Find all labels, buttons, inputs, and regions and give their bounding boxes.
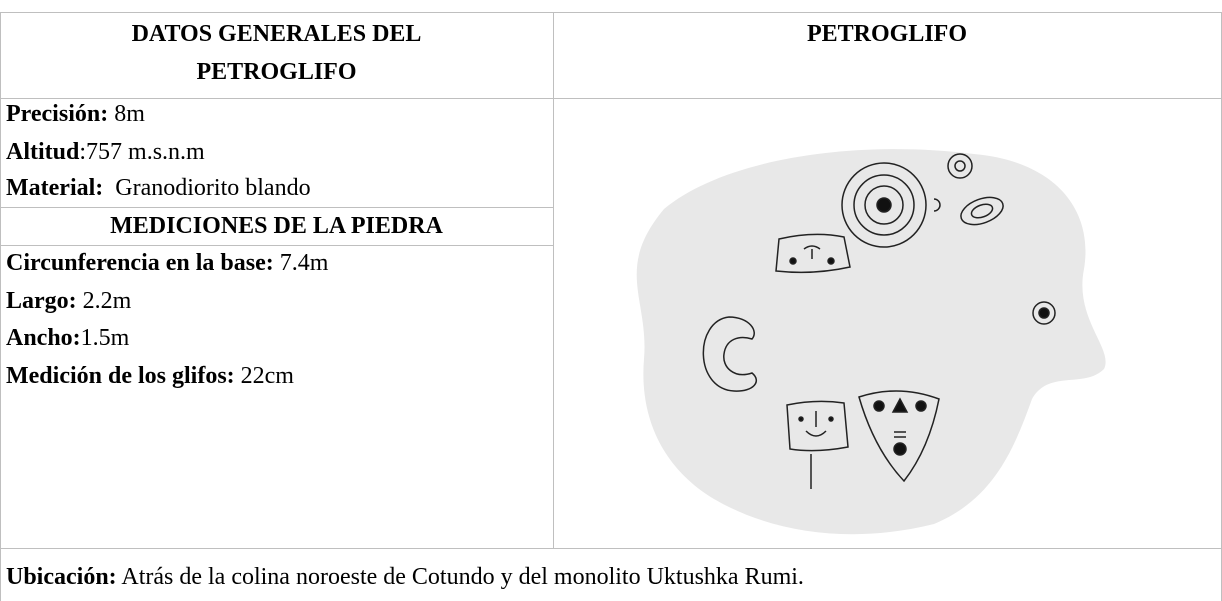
glyph	[947, 153, 973, 179]
glyph	[893, 442, 907, 456]
field: Precisión: 8m	[6, 95, 145, 133]
glyph	[876, 197, 892, 213]
glyph	[786, 400, 849, 452]
petroglyph-drawing	[636, 149, 1106, 535]
rule	[0, 548, 1222, 549]
field-label: Largo:	[6, 288, 77, 314]
glyph	[789, 257, 797, 265]
stone-outline	[636, 149, 1106, 535]
glyph	[960, 196, 1004, 226]
field-value: 8m	[114, 101, 145, 127]
glyph	[873, 400, 885, 412]
field-value: 7.4m	[279, 250, 329, 276]
field: Ubicación: Atrás de la colina noroeste d…	[6, 558, 804, 596]
glyph	[915, 400, 927, 412]
glyph	[853, 174, 915, 236]
header-left: DATOS GENERALES DEL PETROGLIFO	[131, 21, 422, 85]
field: Material: Granodiorito blando	[6, 169, 311, 207]
field-label: Material:	[6, 175, 104, 201]
field: Largo: 2.2m	[6, 282, 131, 320]
field: Medición de los glifos: 22cm	[6, 357, 294, 395]
glyph	[841, 162, 927, 248]
field-label: Precisión:	[6, 101, 109, 127]
glyph	[858, 390, 940, 483]
glyph	[702, 316, 757, 392]
field: Ancho:1.5m	[6, 319, 129, 357]
glyph	[894, 431, 906, 438]
field-label: Ancho:	[6, 325, 81, 351]
glyph	[775, 233, 851, 274]
field-value: 22cm	[240, 363, 294, 389]
field-value: 1.5m	[80, 325, 130, 351]
glyph	[805, 411, 827, 489]
rule	[0, 12, 1222, 13]
glyph	[954, 160, 966, 172]
field-label: Circunferencia en la base:	[6, 250, 274, 276]
glyph	[1032, 301, 1056, 325]
field-value: Atrás de la colina noroeste de Cotundo y…	[121, 564, 804, 590]
rule	[0, 98, 1222, 99]
rule	[553, 12, 554, 548]
glyph	[1038, 307, 1050, 319]
glyph	[803, 245, 821, 259]
field-label: Ubicación:	[6, 564, 117, 590]
glyph	[798, 416, 804, 422]
field-label: Altitud	[6, 139, 80, 165]
glyph	[828, 416, 834, 422]
rule	[0, 12, 1, 601]
field-value: 2.2m	[82, 288, 132, 314]
field-value: Granodiorito blando	[115, 175, 311, 201]
glyph	[933, 198, 941, 212]
glyph	[827, 257, 835, 265]
field: Altitud:757 m.s.n.m	[6, 133, 205, 171]
rule	[0, 207, 553, 208]
field-value: :757 m.s.n.m	[79, 139, 205, 165]
glyph	[864, 185, 904, 225]
rule	[0, 245, 553, 246]
glyph	[970, 203, 994, 219]
field-label: Medición de los glifos:	[6, 363, 235, 389]
section-title: MEDICIONES DE LA PIEDRA	[110, 213, 443, 239]
header-right: PETROGLIFO	[806, 21, 968, 47]
glyph	[891, 397, 909, 413]
field: Circunferencia en la base: 7.4m	[6, 244, 328, 282]
